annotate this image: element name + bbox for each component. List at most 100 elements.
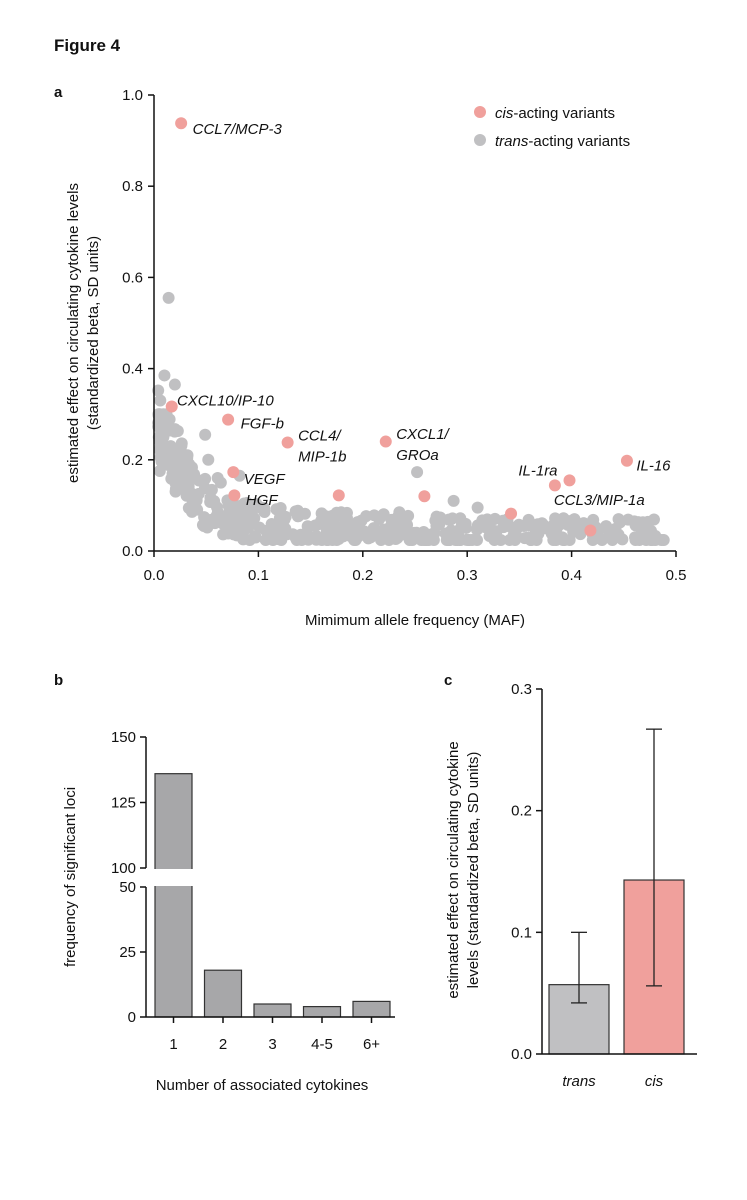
trans-point [197, 519, 210, 532]
panel-a-letter: a [54, 84, 63, 101]
cis-point [222, 413, 235, 426]
trans-point [447, 494, 460, 507]
trans-point [158, 369, 171, 382]
trans-point [612, 513, 625, 526]
y-axis-title: estimated effect on circulating cytokine… [445, 741, 482, 998]
legend-label-italic: cis [495, 105, 514, 122]
x-tick-label: 4-5 [311, 1036, 333, 1053]
trans-point [153, 465, 166, 478]
trans-point [155, 451, 168, 464]
y-tick-label: 0.0 [511, 1046, 532, 1063]
x-tick-label: 0.1 [248, 567, 269, 584]
trans-point [162, 291, 175, 304]
trans-point [291, 510, 304, 523]
point-annotation: IL-1ra [518, 462, 557, 479]
point-annotation: CCL7/MCP-3 [193, 121, 283, 138]
y-tick-label: 0.1 [511, 924, 532, 941]
point-annotation: CXCL1/ [396, 426, 450, 443]
y-tick-label: 0.3 [511, 681, 532, 698]
trans-point [154, 394, 167, 407]
trans-point [586, 534, 599, 547]
y-tick-label: 1.0 [122, 87, 143, 104]
trans-point [230, 529, 243, 542]
cis-point [584, 524, 597, 537]
point-annotation: IL-16 [636, 458, 671, 475]
cis-point [227, 466, 240, 479]
trans-point [466, 534, 479, 547]
point-annotation: CCL3/MIP-1a [554, 492, 645, 509]
trans-point [455, 518, 468, 531]
loci-bar [302, 1005, 342, 1018]
trans-point [265, 518, 278, 531]
trans-point [274, 501, 287, 514]
trans-point [434, 511, 447, 524]
trans-point [481, 513, 494, 526]
trans-point [525, 534, 538, 547]
trans-point [647, 513, 660, 526]
y-axis-title-line: (standardized beta, SD units) [85, 236, 102, 430]
trans-point [411, 466, 424, 479]
legend-label-rest: -acting variants [513, 105, 615, 122]
trans-point [377, 523, 390, 536]
point-annotation: VEGF [244, 471, 286, 488]
cis-point [548, 479, 561, 492]
trans-point [214, 476, 227, 489]
trans-point [511, 521, 524, 534]
legend-label: trans-acting variants [495, 133, 630, 150]
trans-point [330, 530, 343, 543]
x-tick-label: 0.3 [457, 567, 478, 584]
figure-title: Figure 4 [54, 36, 121, 55]
y-axis-title-text: frequency of significant loci [62, 787, 79, 967]
point-annotation: HGF [246, 492, 279, 509]
x-tick-label: 6+ [363, 1036, 380, 1053]
trans-point [234, 500, 247, 513]
trans-point [275, 534, 288, 547]
trans-point [205, 483, 218, 496]
trans-point [192, 487, 205, 500]
trans-point [490, 525, 503, 538]
trans-point [202, 453, 215, 466]
y-tick-label: 0.2 [511, 803, 532, 820]
trans-point [348, 534, 361, 547]
trans-point [346, 525, 359, 538]
trans-point [600, 520, 613, 533]
cis-point [165, 400, 178, 413]
trans-point [157, 431, 170, 443]
trans-point [606, 530, 619, 543]
trans-point [375, 534, 388, 547]
trans-point [556, 531, 569, 544]
trans-point [393, 506, 406, 519]
y-tick-label: 150 [111, 729, 136, 746]
y-tick-label: 0 [128, 1009, 136, 1026]
trans-point [315, 507, 328, 520]
trans-point [243, 534, 256, 547]
trans-point [567, 525, 580, 538]
loci-bar [253, 1003, 292, 1018]
cis-point [563, 474, 576, 487]
y-tick-label: 25 [119, 944, 136, 961]
point-annotation: CXCL10/IP-10 [177, 393, 274, 410]
cis-point [228, 489, 241, 502]
trans-point [175, 437, 188, 450]
trans-point [168, 378, 181, 391]
y-axis-title-line: levels (standardized beta, SD units) [465, 752, 482, 989]
y-axis-title: frequency of significant loci [62, 787, 79, 967]
trans-point [152, 384, 165, 397]
trans-point [166, 467, 179, 480]
cis-point [620, 454, 633, 467]
cis-point [505, 507, 518, 520]
x-tick-label: 1 [169, 1036, 177, 1053]
trans-point [360, 510, 373, 523]
trans-point [649, 529, 662, 542]
point-annotation: MIP-1b [298, 449, 346, 466]
y-axis-title-line: estimated effect on circulating cytokine [445, 741, 462, 998]
x-tick-label: cis [645, 1073, 664, 1090]
y-tick-label: 0.0 [122, 543, 143, 560]
trans-point [550, 522, 563, 535]
trans-point [211, 506, 224, 519]
point-annotation: FGF-b [241, 415, 284, 432]
cis-points [165, 117, 633, 537]
y-axis-title: estimated effect on circulating cytokine… [65, 183, 102, 483]
trans-point [286, 528, 299, 541]
